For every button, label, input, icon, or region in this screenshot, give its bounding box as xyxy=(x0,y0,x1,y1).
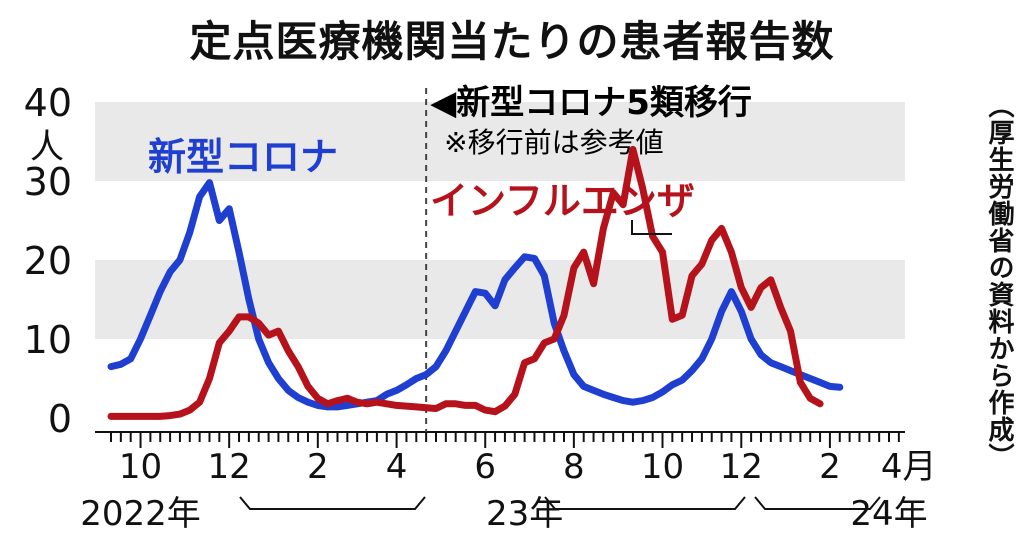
year-bracket xyxy=(754,496,881,510)
x-tick-label: 8 xyxy=(563,447,585,487)
series-label-flu: インフルエンザ xyxy=(430,179,695,223)
source-note: （厚生労働省の資料から作成） xyxy=(984,92,1014,470)
x-tick-label: 4 xyxy=(386,447,408,487)
year-label: 24年 xyxy=(850,494,927,534)
transition-label: ◀新型コロナ5類移行 xyxy=(430,83,752,123)
x-tick-label: 6 xyxy=(474,447,496,487)
series-line-0 xyxy=(107,179,844,411)
series-label-flu-leader xyxy=(631,220,672,235)
year-label: 2022年 xyxy=(80,494,201,534)
year-bracket xyxy=(544,496,746,510)
y-unit-label: 人 xyxy=(30,127,64,167)
x-tick-label: 2 xyxy=(819,447,841,487)
y-tick-label: 20 xyxy=(24,239,72,283)
year-bracket xyxy=(239,496,426,510)
grid-band xyxy=(95,102,905,181)
x-tick-label: 2 xyxy=(307,447,329,487)
x-tick-label: 4月 xyxy=(881,447,937,487)
y-tick-label: 0 xyxy=(48,397,72,441)
chart-title: 定点医療機関当たりの患者報告数 xyxy=(189,17,835,66)
x-tick-label: 12 xyxy=(208,447,251,487)
x-tick-label: 12 xyxy=(720,447,763,487)
year-label: 23年 xyxy=(486,494,563,534)
x-tick-label: 10 xyxy=(641,447,684,487)
y-tick-label: 30 xyxy=(24,160,72,204)
series-label-covid: 新型コロナ xyxy=(148,135,338,179)
y-tick-label: 40 xyxy=(24,81,72,125)
x-tick-label: 10 xyxy=(119,447,162,487)
y-tick-label: 10 xyxy=(24,318,72,362)
series-line-1 xyxy=(107,145,824,420)
transition-note: ※移行前は参考値 xyxy=(444,126,663,159)
